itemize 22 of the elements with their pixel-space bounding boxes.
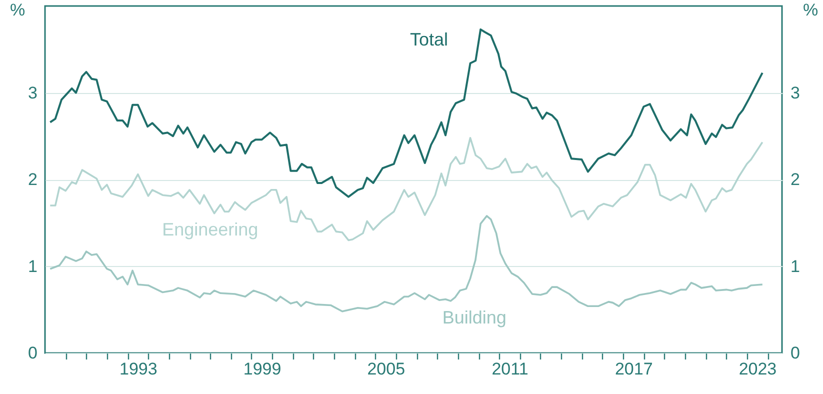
x-tick-label: 2011 <box>492 360 528 378</box>
y-tick-label: 2 <box>28 170 38 189</box>
series-label: Total <box>410 30 448 50</box>
line-series <box>49 136 764 242</box>
y2-tick-label: 3 <box>790 83 800 102</box>
y-axis-title: % <box>10 0 26 20</box>
x-tick-label: 2023 <box>738 360 777 378</box>
x-tick-label: 1999 <box>243 360 282 378</box>
y2-tick-label: 0 <box>790 344 800 362</box>
line-series <box>49 28 764 198</box>
line-series <box>49 215 764 312</box>
y2-axis-title: % <box>802 0 818 20</box>
series-label: Engineering <box>162 220 258 240</box>
x-tick-label: 2017 <box>614 360 653 378</box>
y2-tick-label: 1 <box>790 256 800 276</box>
series-label: Building <box>442 307 506 328</box>
y2-tick-label: 2 <box>790 170 800 189</box>
x-tick-label: 2005 <box>367 360 406 378</box>
y-tick-label: 1 <box>28 256 38 276</box>
y-tick-label: 3 <box>28 83 38 102</box>
y-tick-label: 0 <box>28 344 38 362</box>
x-tick-label: 1993 <box>119 360 158 378</box>
